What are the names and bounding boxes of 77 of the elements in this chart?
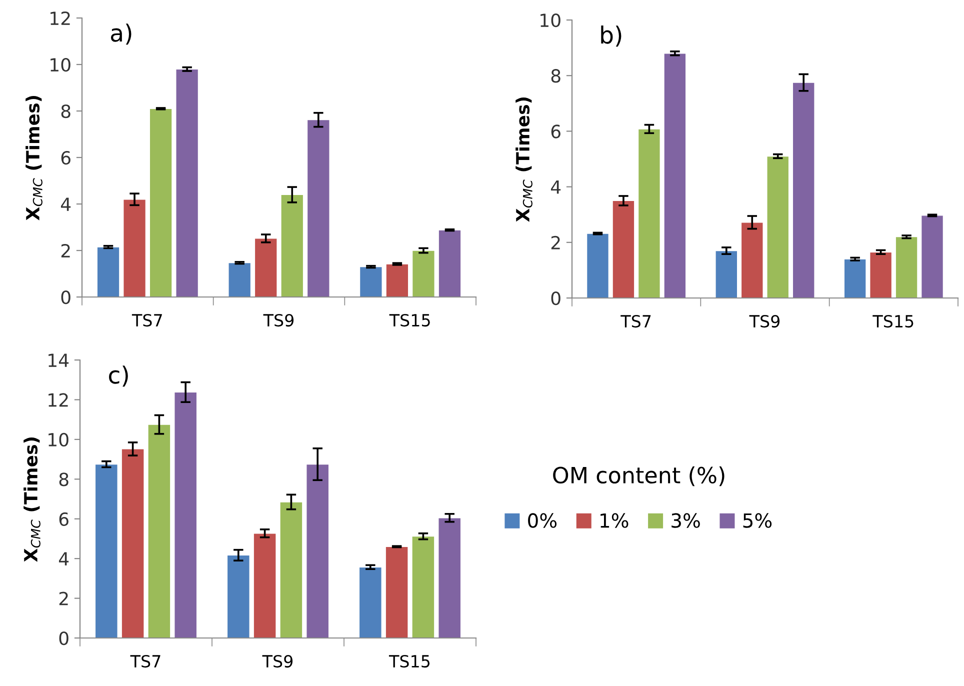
bar xyxy=(176,68,199,297)
bar xyxy=(148,424,171,638)
chart-title: a) xyxy=(110,24,132,45)
bar xyxy=(844,258,866,298)
bar xyxy=(412,250,435,297)
bar xyxy=(149,108,172,297)
y-tick-label: 12 xyxy=(48,393,68,407)
y-tick-label: 0 xyxy=(61,290,70,304)
bar xyxy=(638,128,660,298)
bar xyxy=(94,464,118,638)
x-tick-label: TS7 xyxy=(132,314,162,327)
bar xyxy=(121,448,144,638)
y-tick-label: 8 xyxy=(59,472,68,486)
y-tick-label: 8 xyxy=(551,69,560,83)
bar xyxy=(715,250,738,298)
bar xyxy=(280,194,304,297)
y-tick-label: 4 xyxy=(60,198,71,211)
legend-label: 0% xyxy=(528,513,557,528)
y-tick-label: 14 xyxy=(48,354,69,367)
y-tick-label: 2 xyxy=(61,244,70,258)
bar xyxy=(253,533,276,638)
legend-label: 1% xyxy=(600,513,628,528)
bar xyxy=(358,566,382,638)
bar xyxy=(920,215,944,298)
bar xyxy=(174,392,198,638)
bar xyxy=(740,222,764,298)
x-tick-label: TS7 xyxy=(130,654,160,668)
legend-label: 3% xyxy=(672,513,700,528)
bar xyxy=(586,233,610,298)
x-tick-label: TS9 xyxy=(749,314,780,328)
x-tick-label: TS9 xyxy=(262,654,293,668)
bar xyxy=(612,200,635,298)
x-tick-label: TS9 xyxy=(263,314,294,327)
y-tick-label: 2 xyxy=(59,592,68,606)
y-tick-label: 6 xyxy=(59,512,68,526)
x-tick-label: TS15 xyxy=(872,314,914,328)
y-tick-label: 6 xyxy=(551,124,560,138)
bar xyxy=(280,502,303,638)
legend-label: 5% xyxy=(743,513,772,528)
y-tick-label: 10 xyxy=(48,432,68,447)
y-tick-label: 12 xyxy=(50,11,70,25)
bar xyxy=(664,53,686,298)
y-axis-title: X$_{CMC}$ (Times) xyxy=(516,98,532,222)
y-tick-label: 0 xyxy=(551,291,560,306)
bar xyxy=(412,536,435,638)
bar xyxy=(438,230,462,297)
y-axis-title: X$_{CMC}$ (Times) xyxy=(24,438,40,562)
bar xyxy=(386,264,409,297)
legend-title: OM content (%) xyxy=(553,466,724,486)
x-tick-label: TS7 xyxy=(620,314,651,328)
y-tick-label: 4 xyxy=(550,180,561,194)
x-tick-label: TS15 xyxy=(389,314,430,327)
y-tick-label: 0 xyxy=(59,631,68,646)
x-tick-label: TS15 xyxy=(388,654,430,668)
y-tick-label: 2 xyxy=(551,236,560,250)
bar xyxy=(895,236,918,298)
bar xyxy=(766,156,790,298)
y-tick-label: 10 xyxy=(540,13,560,28)
y-axis-title: X$_{CMC}$ (Times) xyxy=(26,96,42,220)
bar xyxy=(385,546,408,638)
bar xyxy=(226,554,250,638)
y-tick-label: 6 xyxy=(61,150,70,165)
bar xyxy=(306,119,330,297)
bar xyxy=(359,266,382,297)
bar xyxy=(228,262,252,297)
y-tick-label: 8 xyxy=(61,104,70,118)
bar xyxy=(870,252,892,298)
bar xyxy=(792,82,815,298)
bar xyxy=(254,238,278,297)
bar xyxy=(123,199,146,297)
y-tick-label: 4 xyxy=(58,552,69,566)
y-tick-label: 10 xyxy=(50,58,70,72)
chart-title: b) xyxy=(601,26,622,47)
bar xyxy=(96,246,120,297)
bar xyxy=(438,518,462,638)
chart-title: c) xyxy=(109,366,128,387)
bar xyxy=(306,464,330,638)
